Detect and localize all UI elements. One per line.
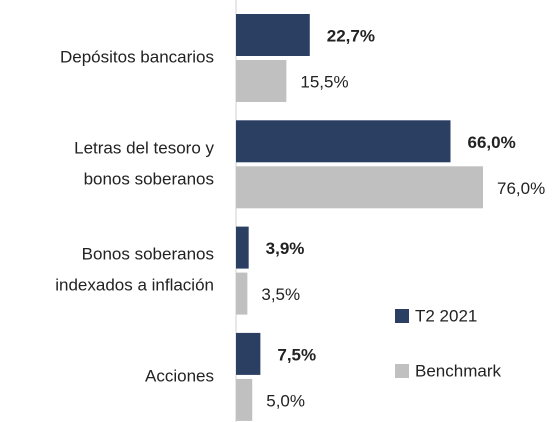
data-label: 76,0%: [497, 179, 545, 198]
bar: [236, 166, 483, 209]
legend-swatch: [395, 364, 409, 378]
bar: [236, 272, 248, 315]
data-label: 5,0%: [266, 391, 305, 410]
data-label: 66,0%: [468, 133, 516, 152]
bar: [236, 14, 310, 56]
category-label: Bonos soberanos: [82, 245, 214, 264]
data-label: 7,5%: [277, 345, 316, 364]
bar: [236, 120, 451, 163]
legend-label: T2 2021: [415, 306, 477, 325]
data-label: 22,7%: [327, 26, 375, 45]
category-label: indexados a inflación: [55, 276, 214, 295]
data-label: 3,5%: [261, 285, 300, 304]
category-label: Letras del tesoro y: [74, 138, 214, 157]
bar: [236, 226, 249, 269]
bar: [236, 60, 287, 102]
data-label: 3,9%: [266, 239, 305, 258]
category-label: Acciones: [145, 366, 214, 385]
bar: [236, 332, 261, 375]
category-label: Depósitos bancarios: [60, 47, 214, 66]
legend-swatch: [395, 309, 409, 323]
category-label: bonos soberanos: [84, 169, 214, 188]
data-label: 15,5%: [300, 72, 348, 91]
legend-label: Benchmark: [415, 361, 501, 380]
bar: [236, 378, 253, 421]
